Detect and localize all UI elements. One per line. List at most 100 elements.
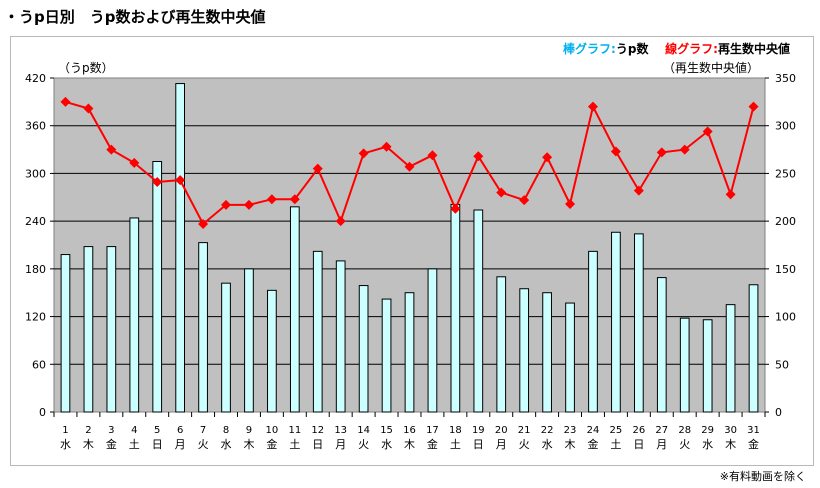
bar xyxy=(221,282,231,413)
line-point xyxy=(748,101,759,112)
y-right-tick-label: 300 xyxy=(775,120,796,133)
line-point xyxy=(679,144,690,155)
y-left-tick-label: 120 xyxy=(25,311,46,324)
x-tick-label-weekday: 土 xyxy=(610,438,621,451)
bar xyxy=(519,288,530,413)
bar xyxy=(335,260,346,413)
bar xyxy=(106,246,117,413)
bar xyxy=(60,254,71,413)
y-right-axis-label: （再生数中央値） xyxy=(663,60,759,75)
line-point xyxy=(427,150,438,161)
legend-line-label: 線グラフ: xyxy=(665,42,718,56)
x-tick-label-day: 23 xyxy=(564,425,577,436)
x-tick-label-weekday: 水 xyxy=(381,438,392,451)
bar xyxy=(175,83,186,413)
x-tick-label-weekday: 火 xyxy=(358,438,369,451)
x-tick-label-day: 19 xyxy=(472,425,485,436)
bar xyxy=(588,250,598,413)
x-tick-label-weekday: 土 xyxy=(450,438,461,451)
x-tick-label-weekday: 金 xyxy=(266,437,277,451)
bar xyxy=(679,317,690,413)
line-point xyxy=(565,198,576,209)
legend-bar-name: うp数 xyxy=(615,42,649,56)
bar xyxy=(244,268,254,413)
line-point xyxy=(381,141,392,152)
x-tick-label-day: 14 xyxy=(357,425,370,436)
x-tick-label-day: 24 xyxy=(587,425,600,436)
x-tick-label-weekday: 水 xyxy=(221,438,232,451)
x-tick-label-weekday: 月 xyxy=(175,438,186,451)
bar xyxy=(496,276,507,413)
x-tick-label-day: 5 xyxy=(154,425,160,436)
line-point xyxy=(473,151,484,162)
x-tick-label-day: 1 xyxy=(62,425,68,436)
bar xyxy=(404,292,415,413)
x-tick-label-weekday: 金 xyxy=(106,437,117,451)
line-point xyxy=(60,96,71,107)
x-tick-label-day: 22 xyxy=(541,425,554,436)
x-tick-label-day: 18 xyxy=(449,425,462,436)
x-tick-label-weekday: 木 xyxy=(243,438,254,451)
bar xyxy=(656,277,667,413)
x-tick-label-weekday: 火 xyxy=(198,438,209,451)
x-tick-label-day: 7 xyxy=(200,425,206,436)
x-tick-label-weekday: 月 xyxy=(335,438,346,451)
line-point xyxy=(450,203,461,214)
line-point xyxy=(702,126,713,137)
x-tick-label-weekday: 日 xyxy=(312,438,323,451)
x-tick-label-weekday: 金 xyxy=(427,437,438,451)
bar xyxy=(633,233,644,413)
x-tick-label-weekday: 日 xyxy=(152,438,163,451)
x-tick-label-weekday: 木 xyxy=(83,438,94,451)
x-tick-label-day: 21 xyxy=(518,425,531,436)
line-point xyxy=(633,185,644,196)
bar xyxy=(748,284,759,413)
line-point xyxy=(106,144,117,155)
line-point xyxy=(496,187,507,198)
x-tick-label-weekday: 水 xyxy=(702,438,713,451)
bar xyxy=(542,292,552,413)
x-tick-label-weekday: 木 xyxy=(565,438,576,451)
x-tick-label-day: 8 xyxy=(223,425,229,436)
chart-frame xyxy=(10,36,814,466)
y-left-tick-label: 0 xyxy=(39,406,46,419)
y-left-tick-label: 360 xyxy=(25,120,46,133)
line-point xyxy=(312,163,323,174)
line-point xyxy=(335,216,346,227)
x-tick-label-day: 28 xyxy=(678,425,691,436)
legend: 棒グラフ:うp数 線グラフ:再生数中央値 xyxy=(563,40,790,57)
bar xyxy=(267,289,277,413)
x-tick-label-day: 20 xyxy=(495,425,508,436)
y-left-tick-label: 180 xyxy=(25,263,46,276)
x-tick-label-weekday: 日 xyxy=(473,438,484,451)
x-tick-label-day: 27 xyxy=(655,425,668,436)
x-tick-label-weekday: 土 xyxy=(129,438,140,451)
x-tick-label-day: 15 xyxy=(380,425,393,436)
bar xyxy=(473,209,484,413)
line-point xyxy=(221,199,232,210)
bar xyxy=(427,268,438,413)
footnote: ※有料動画を除く xyxy=(719,470,806,483)
y-right-tick-label: 0 xyxy=(775,406,782,419)
line-point xyxy=(610,146,621,157)
line-point xyxy=(587,101,598,112)
x-tick-label-day: 17 xyxy=(426,425,439,436)
x-tick-label-weekday: 土 xyxy=(289,438,300,451)
x-tick-label-weekday: 火 xyxy=(519,438,530,451)
bar xyxy=(152,161,163,413)
line-point xyxy=(152,177,163,188)
y-left-tick-label: 300 xyxy=(25,167,46,180)
x-tick-label-weekday: 月 xyxy=(496,438,507,451)
y-left-tick-label: 60 xyxy=(32,358,46,371)
bar xyxy=(198,242,208,413)
x-tick-label-day: 10 xyxy=(266,425,279,436)
x-tick-label-day: 25 xyxy=(610,425,623,436)
bar xyxy=(702,319,713,413)
x-tick-label-weekday: 水 xyxy=(542,438,553,451)
y-right-tick-label: 250 xyxy=(775,167,796,180)
line-point xyxy=(198,219,209,230)
bar xyxy=(450,203,461,413)
legend-line-name: 再生数中央値 xyxy=(717,42,790,56)
y-right-tick-label: 200 xyxy=(775,215,796,228)
line-point xyxy=(289,194,300,205)
